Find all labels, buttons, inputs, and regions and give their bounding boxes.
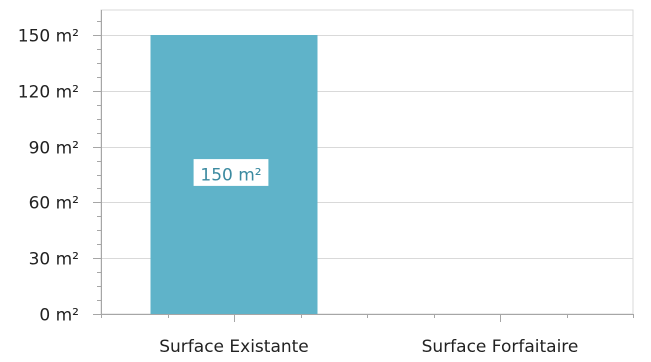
y-tick-label: 60 m² [29,194,79,214]
data-label-box [192,157,270,188]
y-tick-label: 90 m² [29,139,79,159]
x-tick-label: Surface Forfaitaire [422,337,579,357]
x-tick-label: Surface Existante [159,337,309,357]
y-tick-label: 120 m² [18,83,79,103]
data-label: 150 m² [200,166,261,186]
y-tick-label: 30 m² [29,250,79,270]
y-tick-label: 150 m² [18,27,79,47]
y-tick-label: 0 m² [39,306,79,326]
